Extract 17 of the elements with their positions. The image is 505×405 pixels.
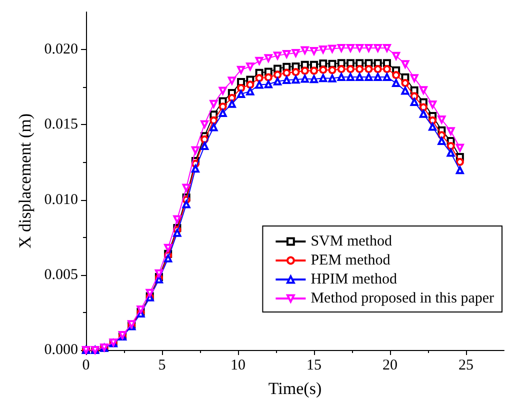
y-tick-label: 0.015 [44, 116, 78, 133]
x-tick-label: 5 [158, 358, 166, 374]
x-tick-label: 10 [230, 358, 246, 374]
legend-label: SVM method [310, 234, 392, 250]
x-axis-title: Time(s) [268, 379, 322, 398]
y-tick-label: 0.000 [44, 342, 78, 358]
legend-label: Method proposed in this paper [310, 290, 494, 306]
y-tick-label: 0.005 [44, 266, 78, 283]
x-tick-label: 0 [82, 358, 90, 374]
legend-label: PEM method [310, 252, 391, 268]
y-tick-label: 0.010 [44, 192, 78, 208]
x-tick-label: 20 [382, 358, 398, 374]
legend-label: HPIM method [310, 272, 398, 288]
y-axis-title: X displacement (m) [15, 113, 34, 249]
y-tick-label: 0.020 [44, 42, 78, 58]
x-tick-label: 15 [306, 358, 322, 374]
x-tick-label: 25 [458, 358, 474, 374]
